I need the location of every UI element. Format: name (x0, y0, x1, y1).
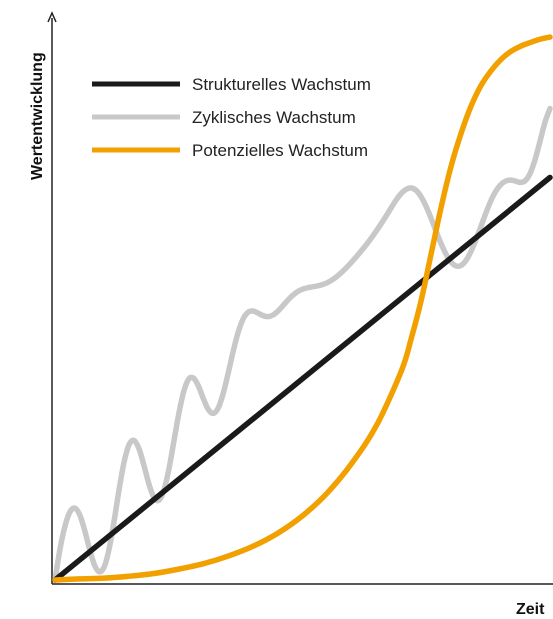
y-axis-title: Wertentwicklung (29, 52, 46, 180)
series-line-strukturelles-wachstum (52, 174, 553, 583)
legend-label-strukturelles-wachstum: Strukturelles Wachstum (192, 75, 371, 94)
series-line-zyklisches-wachstum (52, 105, 553, 583)
x-axis-title: Zeit (516, 601, 545, 618)
legend-label-zyklisches-wachstum: Zyklisches Wachstum (192, 108, 356, 127)
legend: Strukturelles Wachstum Zyklisches Wachst… (92, 75, 371, 160)
legend-label-potenzielles-wachstum: Potenzielles Wachstum (192, 141, 368, 160)
series-group (52, 34, 553, 583)
series-line-potenzielles-wachstum (52, 34, 553, 583)
y-axis-arrow (47, 11, 57, 23)
